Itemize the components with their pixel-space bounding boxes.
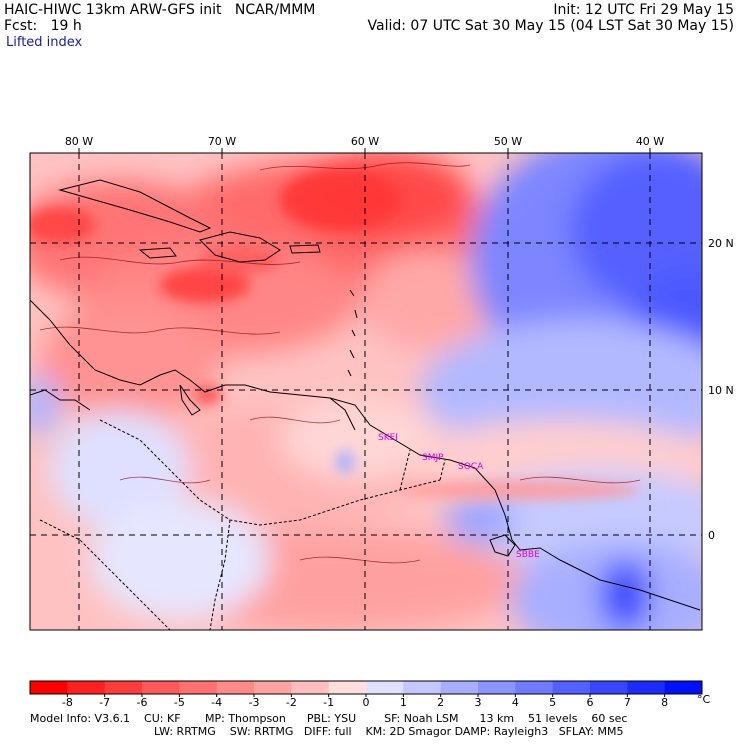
colorbar-tick-label: -4 [211, 696, 222, 709]
colorbar-tick-label: -2 [286, 696, 297, 709]
station-smjp: SMJP [422, 453, 444, 463]
colorbar-swatch [216, 681, 255, 694]
colorbar-swatch [254, 681, 292, 694]
init-time: Init: 12 UTC Fri 29 May 15 [553, 2, 734, 18]
colorbar-tick-label: -7 [99, 696, 110, 709]
colorbar-swatch [627, 681, 666, 694]
colorbar-swatch [179, 681, 218, 694]
colorbar-tick-label: 6 [587, 696, 594, 709]
station-soca: SOCA [458, 462, 484, 472]
colorbar-swatch [328, 681, 367, 694]
lifted-index-field [30, 153, 702, 630]
colorbar-tick-label: 4 [512, 696, 519, 709]
colorbar-tick-label: -1 [323, 696, 334, 709]
valid-time: Valid: 07 UTC Sat 30 May 15 (04 LST Sat … [367, 18, 734, 34]
colorbar-tick-label: 2 [437, 696, 444, 709]
colorbar-tick-label: 1 [400, 696, 407, 709]
forecast-hour: Fcst: 19 h [4, 18, 82, 34]
field-name: Lifted index [6, 35, 83, 50]
lon-label-60w: 60 W [351, 135, 379, 148]
lon-label-40w: 40 W [636, 135, 664, 148]
colorbar-swatch [30, 681, 68, 694]
colorbar-tick-label: 5 [549, 696, 556, 709]
lon-label-80w: 80 W [65, 135, 93, 148]
colorbar-swatch [552, 681, 591, 694]
colorbar-swatch [478, 681, 516, 694]
colorbar-swatch [366, 681, 404, 694]
colorbar-swatch [590, 681, 628, 694]
colorbar-tick-label: -5 [174, 696, 185, 709]
colorbar: -8 -7 -6 -5 -4 -3 -2 -1 0 1 2 3 4 5 6 7 8 [29, 680, 703, 709]
model-info-line-1: Model Info: V3.6.1 CU: KF MP: Thompson P… [30, 712, 628, 725]
colorbar-swatch [142, 681, 180, 694]
colorbar-tick-label: 0 [363, 696, 370, 709]
colorbar-swatch [440, 681, 479, 694]
colorbar-tick-label: 7 [624, 696, 631, 709]
colorbar-unit: °C [697, 693, 711, 706]
colorbar-tick-label: 3 [475, 696, 482, 709]
lon-label-70w: 70 W [208, 135, 236, 148]
colorbar-swatch [403, 681, 442, 694]
colorbar-swatch [515, 681, 554, 694]
model-info-line-2: LW: RRTMG SW: RRTMG DIFF: full KM: 2D Sm… [154, 725, 624, 738]
station-sbbe: SBBE [516, 550, 540, 560]
lat-label-0: 0 [708, 529, 715, 542]
colorbar-swatch [67, 681, 106, 694]
lat-label-20n: 20 N [708, 237, 734, 250]
colorbar-tick-label: -3 [249, 696, 260, 709]
colorbar-tick-label: -6 [137, 696, 148, 709]
colorbar-tick-label: -8 [62, 696, 73, 709]
lon-label-50w: 50 W [494, 135, 522, 148]
map-frame [29, 152, 703, 631]
station-skei: SKEI [378, 433, 398, 443]
colorbar-swatch [291, 681, 330, 694]
lat-label-10n: 10 N [708, 384, 734, 397]
colorbar-tick-label: 8 [661, 696, 668, 709]
colorbar-swatch [664, 681, 703, 694]
colorbar-swatch [104, 681, 143, 694]
model-title: HAIC-HIWC 13km ARW-GFS init NCAR/MMM [4, 2, 316, 18]
